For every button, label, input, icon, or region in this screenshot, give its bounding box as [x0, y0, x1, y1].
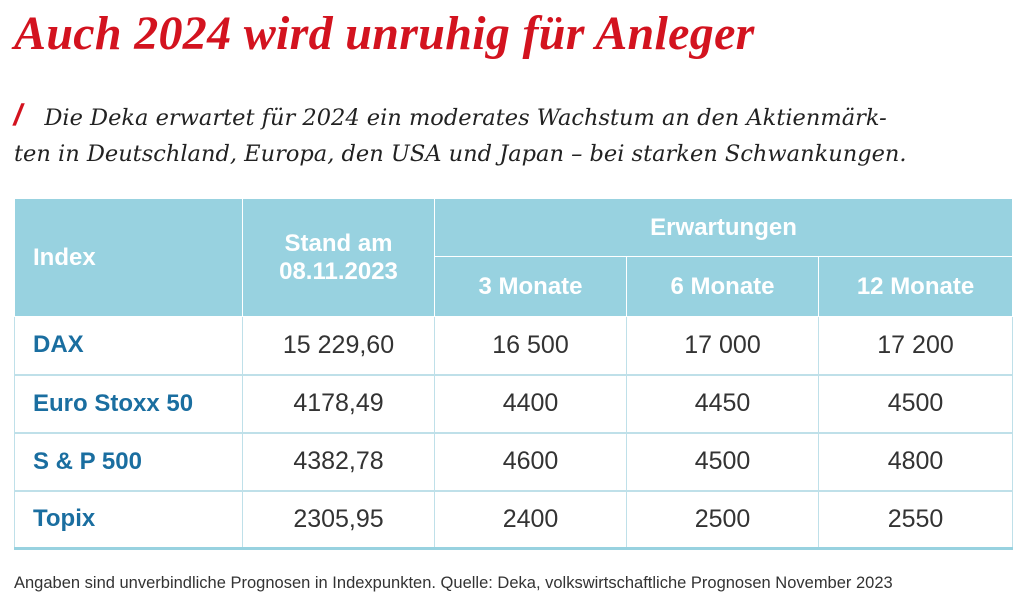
header-stand: Stand am 08.11.2023 [242, 198, 435, 317]
table-row: Euro Stoxx 50 4178,49 4400 4450 4500 [14, 374, 1014, 434]
row-3-months: 16 500 [434, 316, 627, 376]
row-6-months: 4500 [626, 432, 819, 492]
header-index: Index [14, 198, 243, 317]
source-footnote: Angaben sind unverbindliche Prognosen in… [14, 574, 893, 592]
row-12-months: 4800 [817, 432, 1014, 492]
lead-line-2: ten in Deutschland, Europa, den USA und … [14, 141, 907, 167]
row-stand: 15 229,60 [242, 316, 435, 376]
forecast-table: Index Stand am 08.11.2023 Erwartungen 3 … [14, 198, 1014, 550]
header-expectations: Erwartungen [433, 198, 1014, 257]
row-12-months: 17 200 [817, 316, 1014, 376]
row-3-months: 2400 [434, 490, 627, 550]
row-index-name: Topix [14, 490, 243, 550]
page-title: Auch 2024 wird unruhig für Anleger [14, 7, 755, 60]
header-12-months: 12 Monate [817, 256, 1014, 317]
table-row: DAX 15 229,60 16 500 17 000 17 200 [14, 316, 1014, 376]
row-stand: 4382,78 [242, 432, 435, 492]
row-3-months: 4600 [434, 432, 627, 492]
row-3-months: 4400 [434, 374, 627, 434]
header-stand-line1: Stand am [284, 229, 393, 257]
row-stand: 2305,95 [242, 490, 435, 550]
row-12-months: 4500 [817, 374, 1014, 434]
table-row: S & P 500 4382,78 4600 4500 4800 [14, 432, 1014, 492]
row-index-name: Euro Stoxx 50 [14, 374, 243, 434]
header-3-months: 3 Monate [434, 256, 627, 317]
row-12-months: 2550 [817, 490, 1014, 550]
row-index-name: S & P 500 [14, 432, 243, 492]
row-index-name: DAX [14, 316, 243, 376]
row-6-months: 4450 [626, 374, 819, 434]
table-row: Topix 2305,95 2400 2500 2550 [14, 490, 1014, 550]
header-6-months: 6 Monate [626, 256, 819, 317]
row-6-months: 17 000 [626, 316, 819, 376]
slash-accent: / [10, 99, 26, 132]
lead-paragraph: / Die Deka erwartet für 2024 ein moderate… [11, 98, 1014, 172]
row-6-months: 2500 [626, 490, 819, 550]
header-stand-line2: 08.11.2023 [279, 257, 398, 285]
lead-line-1: Die Deka erwartet für 2024 ein moderates… [44, 105, 887, 131]
row-stand: 4178,49 [242, 374, 435, 434]
